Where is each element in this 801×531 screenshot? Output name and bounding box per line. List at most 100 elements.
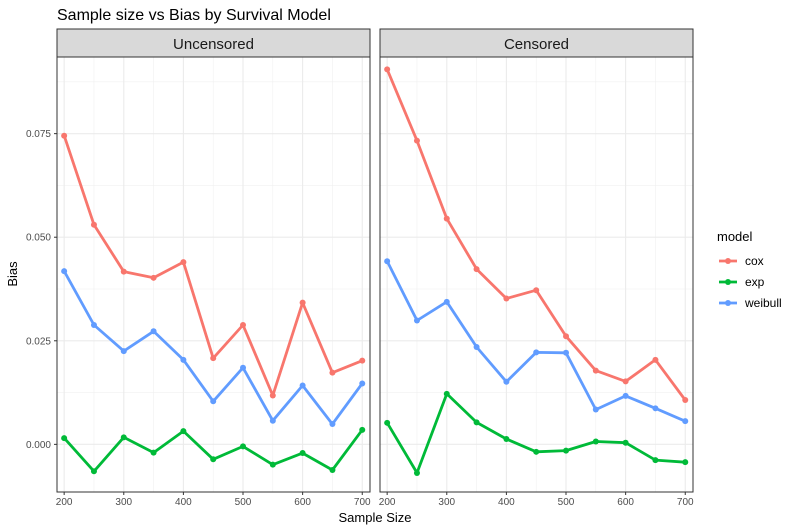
data-point-cox <box>622 378 629 385</box>
facet-panel-uncensored: Uncensored 200 300 400 500 600 700 0.000 0.025 0.… <box>26 28 371 508</box>
data-point-exp <box>90 468 97 475</box>
data-point-exp <box>473 419 480 426</box>
y-tick-label: 0.025 <box>26 336 51 347</box>
legend-label-exp: exp <box>745 275 765 289</box>
x-tick-label: 300 <box>115 497 132 508</box>
data-point-cox <box>61 132 68 139</box>
data-point-cox <box>90 221 97 228</box>
data-point-cox <box>299 299 306 306</box>
legend-key-point-exp <box>725 279 731 285</box>
x-tick-label: 700 <box>354 497 371 508</box>
data-point-weibull <box>359 380 366 387</box>
data-point-weibull <box>563 349 570 356</box>
x-tick-label: 500 <box>558 497 575 508</box>
data-point-cox <box>473 266 480 273</box>
data-point-weibull <box>473 344 480 350</box>
data-point-weibull <box>652 405 659 412</box>
data-point-weibull <box>329 421 336 428</box>
data-point-cox <box>413 137 420 144</box>
y-tick-label: 0.000 <box>26 440 51 451</box>
data-point-exp <box>329 467 336 474</box>
data-point-weibull <box>443 298 450 305</box>
data-point-weibull <box>622 392 629 399</box>
y-axis-title: Bias <box>5 261 20 287</box>
data-point-weibull <box>682 418 689 425</box>
y-tick-label: 0.075 <box>26 129 51 140</box>
legend-title: model <box>717 229 753 244</box>
data-point-weibull <box>533 349 540 356</box>
y-tick-label: 0.050 <box>26 233 51 244</box>
data-point-cox <box>563 333 570 340</box>
data-point-exp <box>299 450 306 457</box>
data-point-exp <box>563 447 570 454</box>
data-point-cox <box>652 356 659 363</box>
panel-border <box>56 56 371 493</box>
data-point-exp <box>150 449 157 456</box>
data-point-cox <box>210 355 217 362</box>
facet-strip-label: Censored <box>504 36 569 53</box>
legend-key-point-weibull <box>725 300 731 306</box>
data-point-weibull <box>240 364 247 371</box>
data-point-exp <box>269 461 276 468</box>
data-point-weibull <box>503 378 510 385</box>
legend-key-point-cox <box>725 258 731 264</box>
data-point-weibull <box>384 258 391 265</box>
data-point-exp <box>652 457 659 464</box>
data-point-cox <box>269 392 276 399</box>
data-point-cox <box>503 295 510 302</box>
data-point-exp <box>240 443 247 450</box>
data-point-cox <box>592 367 599 374</box>
x-tick-label: 500 <box>235 497 252 508</box>
facet-strip-label: Uncensored <box>173 36 254 53</box>
data-point-cox <box>443 215 450 222</box>
data-point-cox <box>533 287 540 294</box>
data-point-weibull <box>90 322 97 329</box>
facet-strip <box>56 28 371 58</box>
data-point-weibull <box>150 328 157 335</box>
data-point-cox <box>359 357 366 364</box>
data-point-exp <box>592 438 599 445</box>
data-point-exp <box>61 435 68 442</box>
chart-title: Sample size vs Bias by Survival Model <box>57 7 331 24</box>
data-point-weibull <box>269 417 276 424</box>
x-tick-label: 600 <box>294 497 311 508</box>
data-point-exp <box>120 434 127 441</box>
data-point-exp <box>359 426 366 433</box>
x-tick-label: 200 <box>56 497 73 508</box>
x-tick-label: 300 <box>438 497 455 508</box>
data-point-exp <box>682 459 689 466</box>
facet-panel-censored: Censored 200 300 400 500 600 700 <box>379 28 694 508</box>
data-point-weibull <box>61 268 68 275</box>
data-point-weibull <box>210 398 217 405</box>
legend: model cox exp weibull <box>717 229 782 310</box>
data-point-cox <box>180 259 187 266</box>
data-point-exp <box>413 469 420 476</box>
x-tick-label: 400 <box>175 497 192 508</box>
data-point-weibull <box>592 406 599 413</box>
x-tick-label: 600 <box>617 497 634 508</box>
data-point-cox <box>120 268 127 275</box>
data-point-exp <box>210 456 217 463</box>
data-point-exp <box>384 419 391 426</box>
data-point-weibull <box>413 317 420 324</box>
data-point-exp <box>443 390 450 397</box>
data-point-exp <box>503 435 510 442</box>
legend-label-cox: cox <box>745 254 764 268</box>
data-point-exp <box>533 448 540 455</box>
x-tick-label: 200 <box>379 497 396 508</box>
data-point-exp <box>180 428 187 435</box>
x-tick-label: 400 <box>498 497 515 508</box>
data-point-weibull <box>120 348 127 355</box>
panel-border <box>379 56 694 493</box>
data-point-weibull <box>180 356 187 363</box>
legend-label-weibull: weibull <box>744 296 782 310</box>
data-point-weibull <box>299 382 306 389</box>
data-point-cox <box>329 369 336 376</box>
data-point-exp <box>622 439 629 446</box>
x-tick-label: 700 <box>677 497 694 508</box>
data-point-cox <box>150 274 157 281</box>
x-axis-title: Sample Size <box>339 510 412 525</box>
data-point-cox <box>682 397 689 404</box>
data-point-cox <box>384 66 391 73</box>
